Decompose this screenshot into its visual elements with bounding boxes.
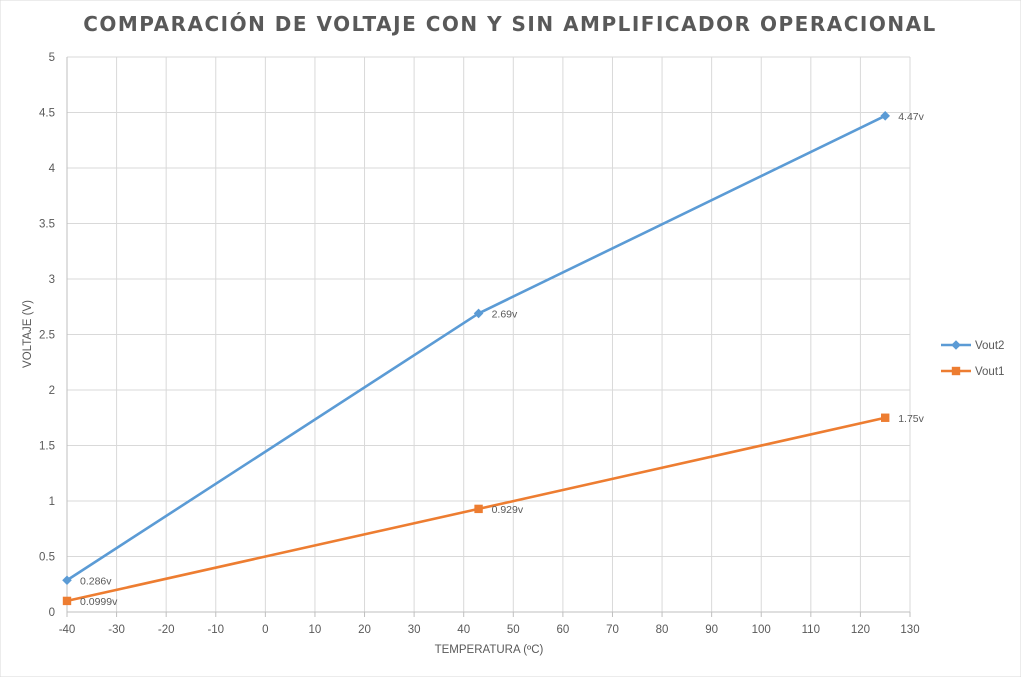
- data-labels: 0.286v 2.69v 4.47v 0.0999v 0.929v 1.75v: [80, 111, 925, 608]
- data-label-vout1: 0.929v: [492, 504, 524, 516]
- data-point-vout1: [881, 413, 890, 422]
- y-tick-label: 5: [49, 52, 55, 64]
- x-tick-label: -10: [207, 624, 224, 636]
- x-tick-label: 20: [358, 624, 371, 636]
- y-tick-label: 1: [49, 496, 55, 508]
- data-label-vout2: 0.286v: [80, 575, 112, 587]
- y-tick-label: 3: [49, 274, 55, 286]
- data-label-vout1: 1.75v: [898, 413, 924, 425]
- legend-marker-vout2: [951, 340, 961, 350]
- y-tick-label: 4: [49, 163, 56, 175]
- x-tick-label: -20: [158, 624, 175, 636]
- x-tick-label: 90: [705, 624, 718, 636]
- y-axis-title: VOLTAJE (V): [22, 300, 34, 368]
- x-tick-label: 40: [457, 624, 470, 636]
- grid: [66, 56, 911, 612]
- x-tick-label: 50: [507, 624, 520, 636]
- x-tick-label: 30: [408, 624, 421, 636]
- legend-item-vout2: Vout2: [941, 340, 1004, 352]
- series-vout1: [62, 413, 890, 606]
- data-label-vout2: 4.47v: [898, 111, 924, 123]
- x-tick-label: 130: [900, 624, 919, 636]
- data-point-vout2: [880, 111, 891, 121]
- y-tick-label: 0.5: [39, 552, 55, 564]
- x-axis-title: TEMPERATURA (ºC): [435, 644, 544, 656]
- x-tick-label: -30: [108, 624, 125, 636]
- y-tick-label: 4.5: [39, 108, 55, 120]
- x-tick-label: 70: [606, 624, 619, 636]
- x-tick-label: 10: [309, 624, 322, 636]
- x-tick-label: 110: [802, 624, 820, 636]
- y-tick-label: 0: [49, 607, 55, 619]
- x-tick-label: -40: [59, 624, 76, 636]
- y-tick-label: 2: [49, 385, 55, 397]
- data-point-vout2: [473, 308, 484, 319]
- data-point-vout1: [474, 504, 483, 514]
- x-tick-label: 0: [262, 624, 268, 636]
- legend-marker-vout1: [951, 366, 961, 376]
- legend-item-vout1: Vout1: [941, 366, 1004, 378]
- axes: -40 -30 -20 -10 0 10 20 30 40 50 60 70 80 90 100 110 120…: [39, 52, 920, 636]
- legend-label-vout1: Vout1: [975, 366, 1004, 378]
- x-tick-label: 80: [656, 624, 669, 636]
- y-tick-label: 2.5: [39, 330, 55, 342]
- y-tick-label: 1.5: [39, 441, 55, 453]
- data-label-vout2: 2.69v: [492, 308, 518, 320]
- data-label-vout1: 0.0999v: [80, 596, 118, 608]
- x-tick-label: 120: [851, 624, 870, 636]
- chart-title: COMPARACIÓN DE VOLTAJE CON Y SIN AMPLIFI…: [83, 12, 937, 36]
- series-vout2: [62, 111, 891, 586]
- data-point-vout2: [62, 575, 72, 586]
- y-tick-label: 3.5: [39, 219, 55, 231]
- x-tick-label: 60: [556, 624, 569, 636]
- series-group: [62, 111, 891, 606]
- legend-label-vout2: Vout2: [975, 340, 1004, 352]
- legend: Vout2 Vout1: [941, 340, 1004, 378]
- x-tick-label: 100: [752, 624, 771, 636]
- data-point-vout1: [62, 596, 72, 606]
